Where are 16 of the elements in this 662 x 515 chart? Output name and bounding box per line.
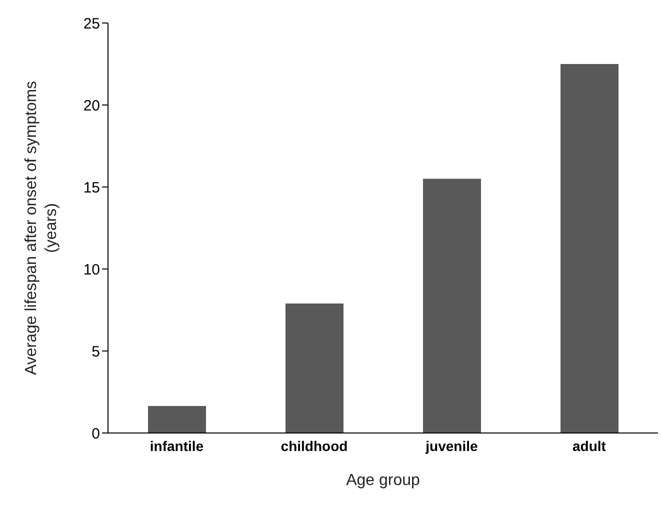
x-tick-label: infantile bbox=[150, 438, 204, 454]
x-axis-title: Age group bbox=[346, 472, 420, 489]
y-tick-label: 10 bbox=[83, 261, 100, 278]
y-axis-title: Average lifespan after onset of symptoms (years) bbox=[23, 80, 60, 376]
bar bbox=[148, 406, 206, 433]
y-tick-label: 25 bbox=[83, 15, 100, 32]
y-tick-label: 0 bbox=[92, 425, 100, 442]
bar bbox=[286, 303, 344, 433]
bar bbox=[560, 64, 618, 433]
x-tick-label: juvenile bbox=[424, 438, 478, 454]
x-tick-label: adult bbox=[572, 438, 606, 454]
bar bbox=[423, 178, 481, 433]
y-tick-label: 15 bbox=[83, 179, 100, 196]
x-tick-label: childhood bbox=[280, 438, 348, 454]
y-tick-label: 5 bbox=[92, 343, 100, 360]
y-tick-label: 20 bbox=[83, 97, 100, 114]
